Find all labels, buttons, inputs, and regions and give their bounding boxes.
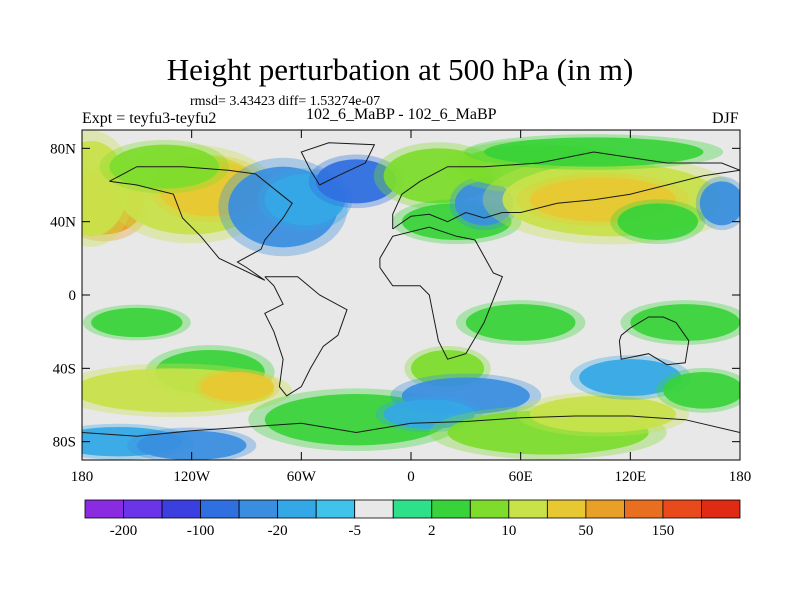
colorbar-swatch <box>585 499 625 519</box>
coastline <box>618 316 690 366</box>
field-region <box>315 159 397 204</box>
y-tick-label: 0 <box>69 288 77 304</box>
colorbar-label: -5 <box>348 523 361 539</box>
field-region <box>630 304 740 341</box>
x-tick-label: 180 <box>71 469 94 485</box>
colorbar-label: -200 <box>110 523 138 539</box>
coastline <box>264 276 348 397</box>
y-tick-label: 80S <box>53 435 76 451</box>
x-tick-label: 60W <box>287 469 317 485</box>
y-tick-label: 40N <box>50 215 76 231</box>
field-region <box>200 372 274 402</box>
field-region <box>663 372 740 409</box>
colorbar-swatch <box>508 499 548 519</box>
colorbar-swatch <box>84 499 124 519</box>
colorbar-swatch <box>546 499 587 519</box>
field-region <box>411 350 485 387</box>
colorbar-swatch <box>624 499 664 519</box>
colorbar-label: 150 <box>652 523 675 539</box>
field-region <box>454 181 514 226</box>
coastline <box>392 151 740 230</box>
coastline <box>300 142 376 186</box>
coastline <box>379 226 504 360</box>
x-tick-label: 60E <box>509 469 533 485</box>
colorbar-swatch <box>277 499 317 519</box>
colorbar-swatch <box>238 499 279 519</box>
colorbar-swatch <box>392 499 433 519</box>
colorbar-label: 10 <box>501 523 516 539</box>
field-region <box>699 181 740 226</box>
colorbar-swatch <box>431 499 471 519</box>
rmsd-diff-subtitle: rmsd= 3.43423 diff= 1.53274e-07 <box>190 94 381 109</box>
colorbar-label: -100 <box>187 523 215 539</box>
coastline <box>109 166 293 281</box>
experiment-left-label: Expt = teyfu3-teyfu2 <box>82 110 217 127</box>
colorbar-label: -20 <box>268 523 288 539</box>
x-tick-label: 180 <box>729 469 752 485</box>
field-region <box>136 430 247 460</box>
coastline <box>82 415 740 437</box>
colorbar-swatch <box>354 499 394 519</box>
field-region <box>529 395 677 433</box>
field-region <box>91 307 183 338</box>
field-region <box>617 203 698 241</box>
chart-title: Height perturbation at 500 hPa (in m) <box>166 52 634 87</box>
x-tick-label: 120E <box>614 469 646 485</box>
colorbar-label: 2 <box>428 523 436 539</box>
field-region <box>465 304 576 341</box>
colorbar-swatch <box>123 499 163 519</box>
plot-area <box>82 130 740 460</box>
season-label: DJF <box>712 110 739 127</box>
colorbar: -200 -100 -20 -5 2 10 50 150 <box>84 499 741 539</box>
colorbar-swatch <box>161 499 201 519</box>
colorbar-swatch <box>200 499 240 519</box>
colorbar-swatch <box>662 499 702 519</box>
axes: 180 120W 60W 0 60E 120E 180 80N 40N 0 40S 80S <box>50 129 752 485</box>
y-tick-label: 80N <box>50 141 76 157</box>
experiment-center-label: 102_6_MaBP - 102_6_MaBP <box>306 106 497 123</box>
colorbar-label: 50 <box>578 523 593 539</box>
field-region <box>579 359 682 396</box>
colorbar-swatch <box>701 499 741 519</box>
colorbar-swatch <box>469 499 510 519</box>
colorbar-swatch <box>315 499 356 519</box>
x-tick-label: 0 <box>407 469 415 485</box>
y-tick-label: 40S <box>53 361 76 377</box>
x-tick-label: 120W <box>173 469 211 485</box>
